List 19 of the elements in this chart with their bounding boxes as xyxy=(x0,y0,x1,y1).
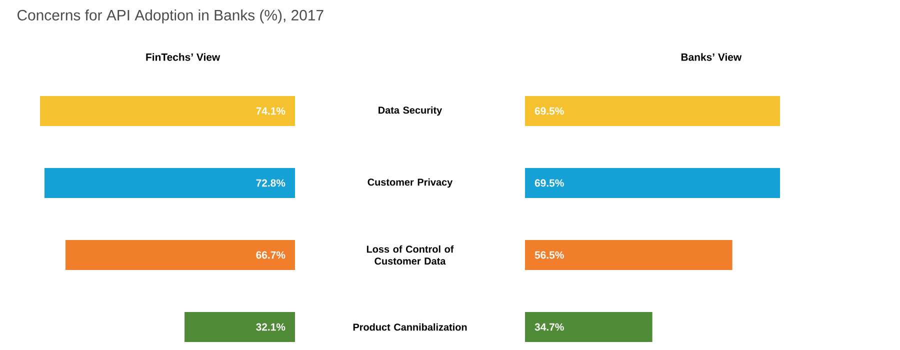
y-tick-label: Customer Privacy xyxy=(368,178,453,188)
data-label: 74.1% xyxy=(256,107,286,115)
bar xyxy=(44,168,295,198)
chart-subtitle: Banks’ View xyxy=(681,53,742,61)
y-tick-label: Loss of Control of Customer Data xyxy=(366,245,454,265)
data-label: 56.5% xyxy=(534,251,564,259)
data-label: 32.1% xyxy=(256,323,286,331)
y-tick-label: Data Security xyxy=(378,106,442,116)
y-tick-label: Product Cannibalization xyxy=(353,323,467,331)
chart-subtitle: FinTechs’ View xyxy=(146,53,220,61)
chart-title: Concerns for API Adoption in Banks (%), 2017 xyxy=(18,10,324,24)
bar xyxy=(40,96,295,126)
bar xyxy=(65,240,295,270)
data-label: 72.8% xyxy=(256,179,286,187)
bar xyxy=(184,312,295,342)
data-label: 69.5% xyxy=(534,107,564,115)
data-label: 69.5% xyxy=(534,179,564,187)
data-label: 34.7% xyxy=(534,323,564,331)
data-label: 66.7% xyxy=(256,251,286,259)
